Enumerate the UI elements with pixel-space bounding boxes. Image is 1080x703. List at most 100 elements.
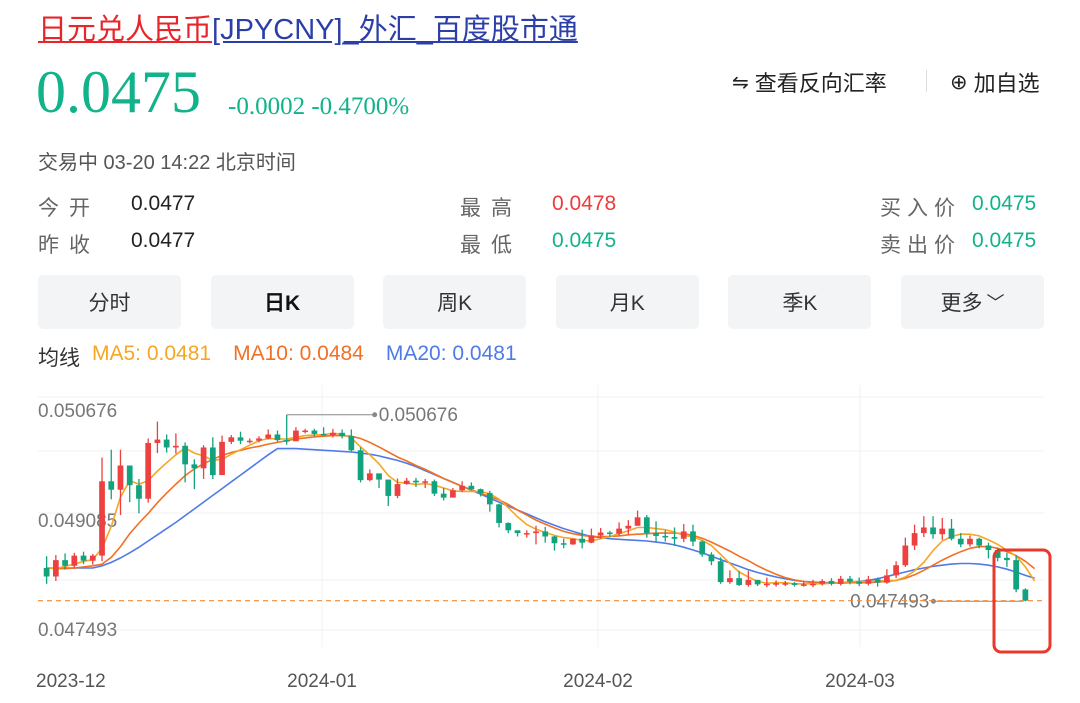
tab-intraday[interactable]: 分时 — [38, 275, 181, 329]
candle — [145, 438, 152, 503]
candle-body — [52, 560, 59, 577]
candle — [71, 552, 78, 569]
candle-body — [154, 439, 161, 443]
y-tick-label: 0.047493 — [38, 620, 117, 641]
candle — [560, 538, 567, 549]
candle — [385, 479, 392, 507]
candle — [920, 516, 927, 538]
candle — [182, 442, 188, 483]
x-axis: 2023-12 2024-01 2024-02 2024-03 — [36, 671, 895, 692]
candle-body — [108, 481, 115, 490]
candle-body — [782, 583, 789, 585]
candle-body — [717, 561, 724, 583]
candlestick-chart[interactable]: 0.050676 0.049085 0.047493 0.050676 0.04749… — [0, 385, 1080, 703]
candle-body — [431, 481, 438, 494]
candle-body — [588, 535, 595, 543]
chevron-down-icon: ﹀ — [986, 293, 1005, 313]
candle — [505, 522, 512, 534]
tab-more[interactable]: 更多 ﹀ — [900, 275, 1044, 329]
candle-body — [745, 579, 752, 585]
candle-body — [339, 432, 345, 437]
ask-label: 卖出价 — [880, 234, 961, 257]
candle-body — [800, 584, 807, 586]
candle-body — [191, 464, 198, 469]
candle — [874, 577, 881, 587]
low-label: 最低 — [460, 234, 522, 257]
candle-body — [468, 485, 475, 490]
candle-body — [163, 439, 170, 448]
candle — [773, 580, 779, 587]
latest-candles-highlight — [992, 548, 1052, 654]
candle-body — [219, 441, 225, 476]
tab-quarterly-k-label: 季K — [782, 292, 818, 315]
candle — [117, 449, 124, 516]
candle-body — [1013, 560, 1020, 590]
candle — [302, 428, 309, 434]
current-price: 0.0475 — [36, 59, 201, 125]
candle — [607, 530, 613, 538]
candle — [1022, 588, 1029, 602]
candle-body — [357, 450, 364, 481]
candle-body — [967, 538, 973, 545]
candle — [486, 490, 493, 512]
candle — [163, 434, 170, 453]
high-value: 0.0478 — [552, 192, 617, 215]
candle — [634, 510, 641, 526]
candle-body — [551, 536, 558, 544]
tab-quarterly-k[interactable]: 季K — [728, 275, 872, 329]
candle-body — [985, 545, 992, 550]
page-title[interactable]: 日元兑人民币[JPYCNY]_外汇_百度股市通 — [38, 10, 578, 50]
candle-body — [514, 530, 521, 534]
candle-body — [237, 437, 244, 441]
candle — [856, 577, 863, 587]
candle-body — [828, 580, 835, 584]
candle — [413, 477, 419, 487]
candle — [736, 570, 743, 587]
open-value: 0.0477 — [131, 192, 196, 215]
candle — [847, 575, 853, 585]
candle — [514, 530, 521, 537]
candle-body — [311, 430, 318, 434]
candle-body — [117, 465, 124, 490]
candle-body — [902, 545, 909, 566]
tab-daily-k[interactable]: 日K — [210, 275, 354, 329]
candle-body — [99, 481, 105, 556]
candle-body — [699, 541, 706, 555]
title-base-currency[interactable]: 日元 — [38, 14, 97, 46]
candle-body — [173, 445, 179, 448]
candle — [819, 579, 826, 586]
candle-body — [209, 447, 216, 476]
candle-body — [653, 533, 659, 536]
candle-body — [837, 578, 844, 584]
candle-body — [533, 531, 539, 534]
add-watchlist-label: 加自选 — [973, 71, 1040, 96]
candle-body — [865, 579, 872, 584]
chart-grid: 0.050676 0.049085 0.047493 — [38, 385, 1044, 647]
candle-body — [200, 447, 207, 469]
candle — [810, 579, 816, 588]
candle — [440, 488, 447, 501]
candle — [930, 516, 936, 539]
tab-monthly-k[interactable]: 月K — [555, 275, 699, 329]
candle — [837, 575, 844, 586]
candle-body — [505, 522, 512, 531]
candle-body — [265, 434, 272, 439]
reverse-rate-button[interactable]: ⇋ 查看反向汇率 — [732, 66, 887, 98]
candle — [237, 431, 244, 445]
candle-body — [450, 490, 456, 498]
add-watchlist-button[interactable]: ⊕ 加自选 — [950, 66, 1040, 98]
candle-body — [523, 533, 530, 535]
tab-daily-k-label: 日K — [264, 292, 301, 315]
title-pair-label[interactable]: 兑人民币 — [96, 14, 213, 46]
period-tabs: 分时 日K 周K 月K 季K 更多 ﹀ — [38, 275, 1044, 329]
candle-body — [89, 555, 96, 561]
price-change: -0.0002 -0.4700% — [228, 93, 410, 120]
y-tick-label: 0.049085 — [38, 511, 117, 532]
candle-body — [607, 532, 613, 535]
candle-body — [413, 480, 419, 483]
title-symbol-link[interactable]: [JPYCNY]_外汇_百度股市通 — [212, 14, 578, 46]
tab-weekly-k[interactable]: 周K — [383, 275, 527, 329]
candle-body — [62, 560, 68, 566]
candle — [329, 428, 336, 438]
bid-label: 买入价 — [880, 197, 961, 220]
